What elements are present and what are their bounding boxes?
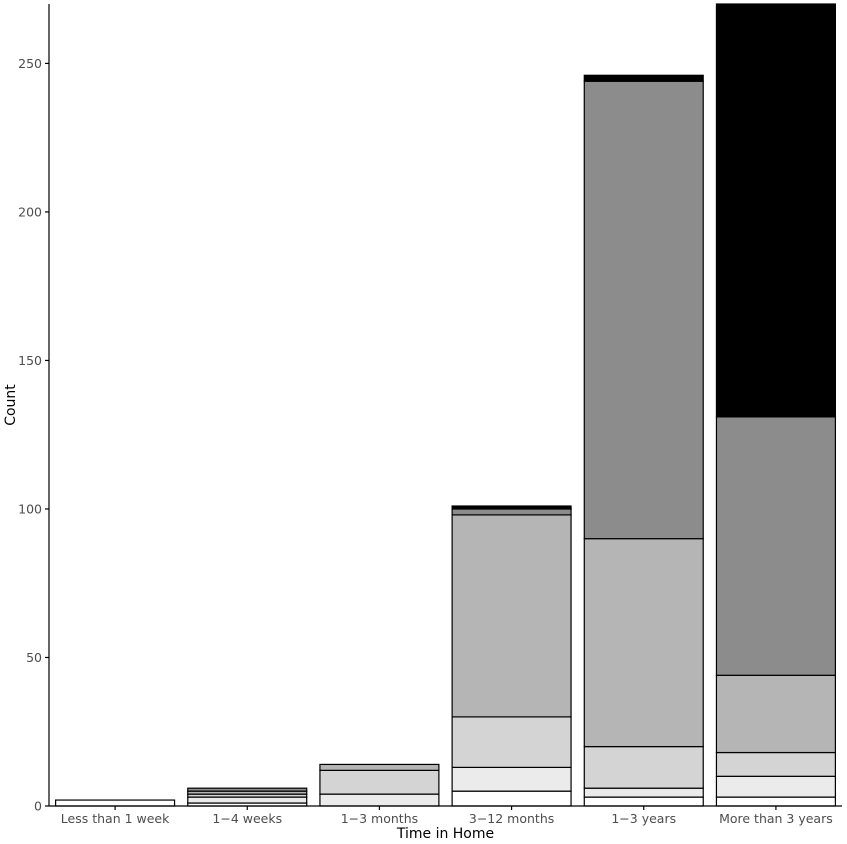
bar-segment [319,769,440,795]
y-tick-label: 50 [26,650,42,665]
y-tick-label: 0 [34,799,42,814]
bar-segment [55,799,176,807]
bar-segment [583,80,704,540]
bar-segment [451,716,572,768]
x-tick-label: 3−12 months [469,811,554,826]
bar-segment [583,74,704,82]
bar-segment [451,766,572,792]
bar-segment [715,796,836,807]
bar-segment [583,745,704,789]
bar-segment [187,787,308,792]
bar-segment [715,751,836,777]
bar-segment [715,775,836,798]
x-axis-ticks: Less than 1 week 1−4 weeks 1−3 months 3−12 … [61,806,833,826]
bar-segment [319,763,440,771]
x-axis-title: Time in Home [396,826,494,842]
y-axis-title: Count [3,384,19,426]
bar-segment [451,508,572,516]
x-tick-label: 1−3 months [341,811,418,826]
bar-segment [319,793,440,807]
y-tick-label: 200 [18,204,42,219]
x-tick-label: More than 3 years [719,811,833,826]
bar-segment [583,787,704,798]
y-tick-label: 150 [18,353,42,368]
bar-segment [187,796,308,804]
bar-segment [583,796,704,807]
x-tick-label: 1−3 years [611,811,676,826]
bar-segment [715,3,836,418]
x-tick-label: Less than 1 week [61,811,170,826]
bar-segment [451,505,572,510]
bar-segment [583,538,704,748]
x-tick-label: 1−4 weeks [212,811,282,826]
y-axis-ticks: 0 50 100 150 200 250 [18,56,49,814]
y-tick-label: 250 [18,56,42,71]
bar-segment [715,674,836,754]
y-tick-label: 100 [18,501,42,516]
bar-segment [451,514,572,718]
bar-segment [715,416,836,676]
bar-segment [451,790,572,807]
bars-layer [55,3,836,807]
